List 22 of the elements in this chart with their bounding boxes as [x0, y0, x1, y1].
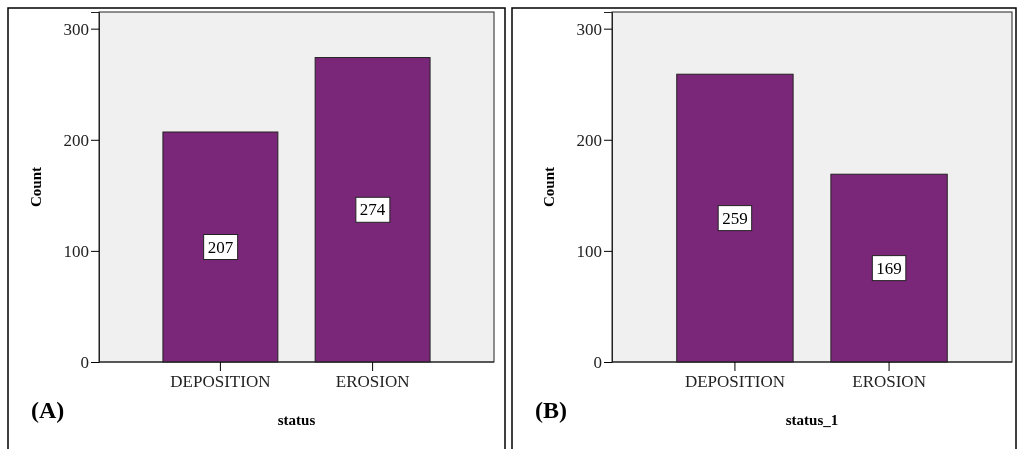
y-tick-label: 100	[576, 241, 602, 261]
x-tick-label: EROSION	[852, 372, 926, 392]
y-tick-label: 200	[576, 130, 602, 150]
data-label: 274	[359, 200, 386, 220]
y-tick-label: 0	[593, 352, 602, 372]
y-tick-label: 100	[63, 241, 89, 261]
y-axis-title: Count	[541, 166, 557, 208]
x-axis-title: status_1	[785, 412, 839, 428]
data-label: 207	[207, 237, 234, 257]
x-axis-title: status	[277, 412, 316, 428]
y-axis-title: Count	[28, 166, 44, 208]
data-label: 259	[722, 208, 748, 228]
y-tick-label: 200	[63, 130, 89, 150]
text: (A)	[31, 397, 65, 423]
text: (B)	[535, 397, 567, 423]
x-tick-label: DEPOSITION	[684, 372, 785, 392]
x-tick-label: EROSION	[335, 372, 410, 392]
data-label: 169	[876, 258, 902, 278]
y-tick-label: 0	[80, 352, 89, 372]
y-tick-label: 300	[63, 19, 89, 39]
x-tick-label: DEPOSITION	[170, 372, 271, 392]
y-tick-label: 300	[576, 19, 602, 39]
